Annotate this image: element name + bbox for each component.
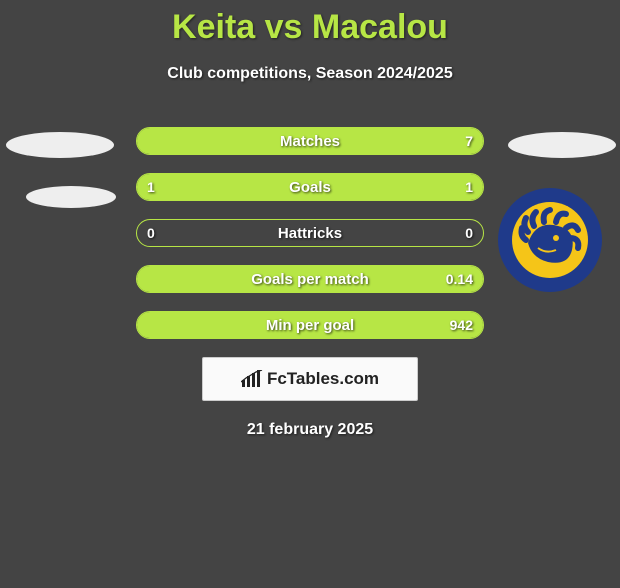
- stat-value-right: 0: [465, 220, 473, 246]
- subtitle: Club competitions, Season 2024/2025: [0, 65, 620, 83]
- decoration-ellipse: [508, 132, 616, 158]
- stats-container: Matches7 1Goals1 0Hattricks0 Goals per matc…: [136, 127, 484, 339]
- stat-row: 1Goals1: [136, 173, 484, 201]
- stat-label: Matches: [137, 128, 483, 154]
- stat-value-right: 1: [465, 174, 473, 200]
- site-logo: FcTables.com: [202, 357, 418, 401]
- stat-value-right: 942: [450, 312, 473, 338]
- stat-label: Goals: [137, 174, 483, 200]
- stat-label: Hattricks: [137, 220, 483, 246]
- page-title: Keita vs Macalou: [0, 8, 620, 47]
- stat-value-right: 7: [465, 128, 473, 154]
- stat-row: Min per goal942: [136, 311, 484, 339]
- stat-value-right: 0.14: [446, 266, 473, 292]
- club-badge: FCSM: [498, 188, 602, 292]
- bar-chart-icon: [241, 370, 263, 388]
- decoration-ellipse: [26, 186, 116, 208]
- decoration-ellipse: [6, 132, 114, 158]
- site-logo-text: FcTables.com: [267, 369, 379, 389]
- stat-row: Goals per match0.14: [136, 265, 484, 293]
- stat-row: Matches7: [136, 127, 484, 155]
- stat-row: 0Hattricks0: [136, 219, 484, 247]
- stat-label: Min per goal: [137, 312, 483, 338]
- stat-label: Goals per match: [137, 266, 483, 292]
- date-text: 21 february 2025: [0, 421, 620, 439]
